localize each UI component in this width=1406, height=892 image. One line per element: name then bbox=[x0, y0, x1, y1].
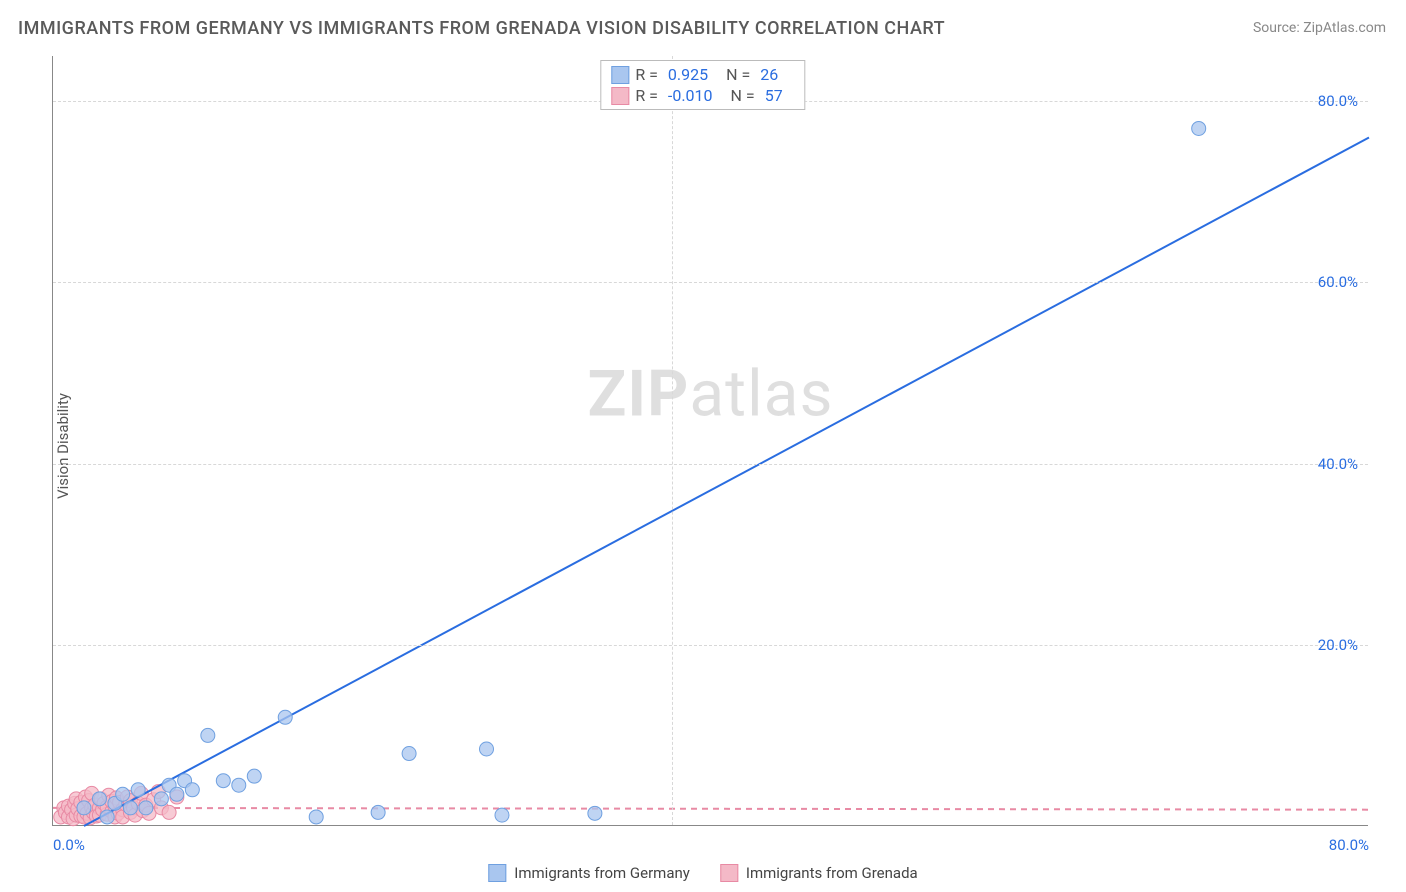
x-tick-label: 0.0% bbox=[53, 836, 85, 854]
legend-item-blue: Immigrants from Germany bbox=[488, 864, 690, 882]
gridline-v bbox=[672, 56, 673, 825]
swatch-blue-icon bbox=[611, 66, 629, 84]
bottom-legend: Immigrants from Germany Immigrants from … bbox=[488, 864, 917, 882]
n-value-pink: 57 bbox=[765, 86, 783, 105]
source-prefix: Source: bbox=[1253, 20, 1303, 36]
y-tick-label: 40.0% bbox=[1318, 455, 1358, 473]
source-name: ZipAtlas.com bbox=[1303, 20, 1386, 36]
gridline-h bbox=[53, 464, 1368, 465]
r-value-blue: 0.925 bbox=[668, 65, 708, 84]
stats-row-blue: R = 0.925 N = 26 bbox=[611, 65, 794, 84]
gridline-h bbox=[53, 282, 1368, 283]
swatch-pink-icon bbox=[611, 87, 629, 105]
r-value-pink: -0.010 bbox=[668, 86, 713, 105]
y-tick-label: 60.0% bbox=[1318, 273, 1358, 291]
swatch-pink-icon bbox=[720, 864, 738, 882]
chart-svg bbox=[53, 56, 1368, 825]
source-attribution: Source: ZipAtlas.com bbox=[1253, 20, 1386, 36]
x-tick-label: 80.0% bbox=[1329, 836, 1369, 854]
stats-row-pink: R = -0.010 N = 57 bbox=[611, 86, 794, 105]
gridline-h bbox=[53, 645, 1368, 646]
y-tick-label: 80.0% bbox=[1318, 92, 1358, 110]
chart-title: IMMIGRANTS FROM GERMANY VS IMMIGRANTS FR… bbox=[18, 18, 945, 39]
y-tick-label: 20.0% bbox=[1318, 636, 1358, 654]
legend-label-pink: Immigrants from Grenada bbox=[746, 864, 918, 882]
stats-legend: R = 0.925 N = 26 R = -0.010 N = 57 bbox=[600, 60, 805, 110]
legend-item-pink: Immigrants from Grenada bbox=[720, 864, 918, 882]
n-label: N = bbox=[731, 86, 755, 105]
plot-area: ZIPatlas 20.0%40.0%60.0%80.0%0.0%80.0% bbox=[52, 56, 1368, 826]
r-label: R = bbox=[635, 65, 658, 84]
n-label: N = bbox=[726, 65, 750, 84]
swatch-blue-icon bbox=[488, 864, 506, 882]
legend-label-blue: Immigrants from Germany bbox=[514, 864, 690, 882]
r-label: R = bbox=[635, 86, 658, 105]
n-value-blue: 26 bbox=[760, 65, 778, 84]
